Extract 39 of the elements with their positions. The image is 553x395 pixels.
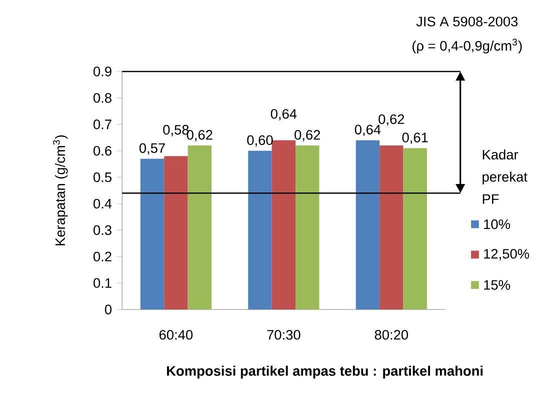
text: JIS A 5908-2003: [416, 16, 518, 27]
bar: [164, 156, 188, 310]
y-tick-label: 0.5: [94, 172, 112, 182]
data-label: 0,64: [354, 124, 381, 136]
y-tick-label: 0.1: [94, 278, 112, 288]
data-label: 0,62: [378, 114, 404, 126]
legend-label: 10%: [484, 220, 510, 230]
data-label: 0,60: [247, 135, 273, 147]
x-tick-label: 80:20: [374, 330, 408, 340]
bar: [356, 140, 380, 310]
y-tick-label: 0.3: [94, 225, 112, 236]
legend-label: 12,50%: [484, 249, 530, 260]
x-tick-label: 60:40: [160, 330, 193, 340]
bar: [188, 146, 212, 310]
bar: [296, 146, 320, 310]
data-label: 0,58: [163, 125, 189, 136]
bar: [248, 150, 272, 310]
text: (ρ = 0,4-0,9g/cm$^{3}$): [412, 38, 522, 54]
y-tick-label: 0.6: [94, 146, 112, 156]
data-label: 0,62: [294, 130, 320, 142]
bar: [140, 158, 164, 310]
data-label: 0,62: [186, 130, 212, 142]
y-tick-label: 0.4: [94, 199, 112, 209]
data-label: 0,61: [402, 132, 428, 144]
bar: [272, 140, 296, 310]
data-label: 0,64: [270, 109, 297, 121]
y-tick-label: 0.2: [94, 252, 112, 262]
y-tick-label: 0.8: [94, 93, 112, 103]
y-tick-label: 0.9: [94, 66, 112, 77]
y-axis-title: Kerapatan (g/cm$^{3}$): [53, 136, 68, 246]
data-label: 0,57: [139, 143, 165, 155]
legend-label: 15%: [484, 280, 510, 290]
x-tick-label: 70:30: [267, 330, 300, 340]
legend-title: Kadar perekat PF: [482, 150, 528, 204]
bar: [380, 146, 404, 310]
y-tick-label: 0.7: [94, 120, 112, 130]
x-axis-title: Komposisi partikel ampas tebu : partikel mahoni: [167, 366, 483, 379]
bar: [403, 148, 427, 310]
y-tick-label: 0: [104, 304, 112, 314]
